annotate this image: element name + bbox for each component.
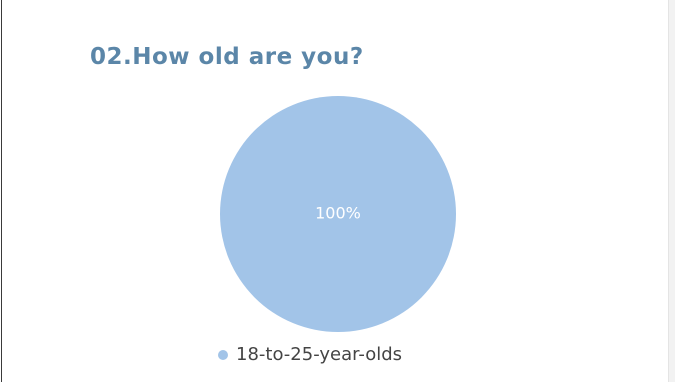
- legend-label: 18-to-25-year-olds: [236, 344, 403, 365]
- chart-legend: 18-to-25-year-olds: [218, 344, 402, 365]
- chart-title: 02.How old are you?: [90, 44, 364, 70]
- pie-data-label: 100%: [315, 204, 361, 223]
- right-scroll-edge: [668, 0, 675, 382]
- pie-slice-1: [220, 96, 456, 332]
- legend-swatch: [218, 349, 228, 360]
- left-border-line: [1, 0, 2, 382]
